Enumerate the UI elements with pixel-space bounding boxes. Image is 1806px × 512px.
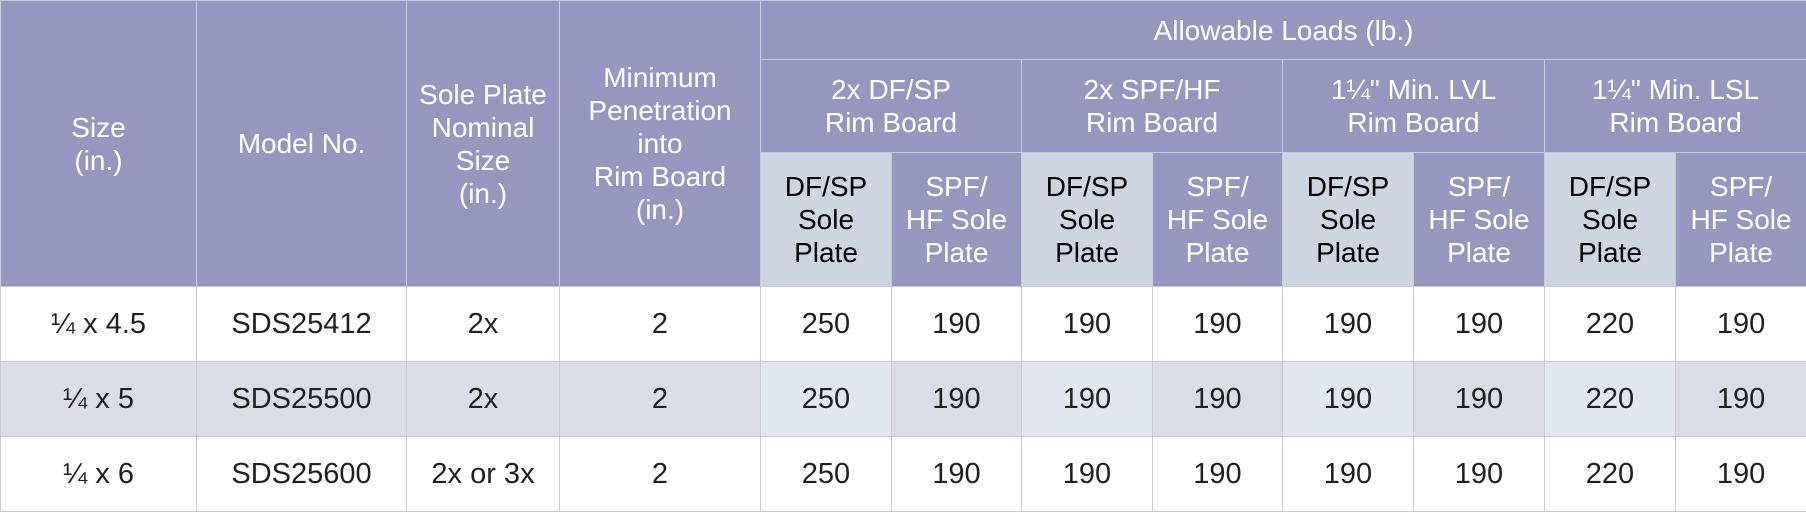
cell-load: 190 [1152, 436, 1283, 512]
header-size: Size (in.) [0, 0, 197, 287]
cell-load: 190 [1021, 361, 1153, 437]
header-sub-df-sp-sole: DF/SP Sole Plate [1544, 152, 1676, 287]
cell-load: 190 [891, 361, 1022, 437]
cell-penetration: 2 [559, 361, 761, 437]
table-row: ¼ x 6 SDS25600 2x or 3x 2 250 190 190 19… [0, 436, 1806, 512]
cell-sole-plate-size: 2x or 3x [406, 436, 560, 512]
cell-load: 190 [1413, 361, 1545, 437]
header-group-lsl-rim: 1¼" Min. LSL Rim Board [1543, 59, 1806, 153]
cell-size: ¼ x 4.5 [0, 286, 197, 362]
cell-load: 250 [760, 436, 892, 512]
cell-penetration: 2 [559, 286, 761, 362]
cell-load: 190 [1282, 361, 1414, 437]
cell-load: 190 [891, 436, 1022, 512]
cell-model-no: SDS25500 [196, 361, 407, 437]
header-allowable-loads: Allowable Loads (lb.) [759, 0, 1806, 60]
cell-load: 190 [1282, 286, 1414, 362]
cell-load: 220 [1544, 436, 1676, 512]
cell-load: 190 [1152, 286, 1283, 362]
cell-load: 220 [1544, 361, 1676, 437]
cell-model-no: SDS25600 [196, 436, 407, 512]
cell-load: 190 [1021, 436, 1153, 512]
header-model-no: Model No. [196, 0, 407, 287]
cell-load: 190 [1674, 286, 1806, 362]
cell-load: 190 [1282, 436, 1414, 512]
cell-load: 190 [1674, 361, 1806, 437]
cell-load: 190 [891, 286, 1022, 362]
header-sole-plate-size: Sole Plate Nominal Size (in.) [406, 0, 560, 287]
header-sub-df-sp-sole: DF/SP Sole Plate [1021, 152, 1153, 287]
cell-load: 190 [1674, 436, 1806, 512]
header-sub-spf-hf-sole: SPF/ HF Sole Plate [1152, 152, 1283, 287]
table-row: ¼ x 4.5 SDS25412 2x 2 250 190 190 190 19… [0, 286, 1806, 362]
header-sub-spf-hf-sole: SPF/ HF Sole Plate [1674, 152, 1806, 287]
header-group-spf-hf-rim: 2x SPF/HF Rim Board [1021, 59, 1283, 153]
cell-load: 190 [1413, 436, 1545, 512]
cell-load: 250 [760, 286, 892, 362]
table-row: ¼ x 5 SDS25500 2x 2 250 190 190 190 190 … [0, 361, 1806, 437]
header-group-df-sp-rim: 2x DF/SP Rim Board [760, 59, 1022, 153]
header-sub-df-sp-sole: DF/SP Sole Plate [760, 152, 892, 287]
header-sub-spf-hf-sole: SPF/ HF Sole Plate [1413, 152, 1545, 287]
header-minimum-penetration: Minimum Penetration into Rim Board (in.) [559, 0, 761, 287]
cell-size: ¼ x 5 [0, 361, 197, 437]
cell-sole-plate-size: 2x [406, 286, 560, 362]
cell-penetration: 2 [559, 436, 761, 512]
cell-load: 190 [1413, 286, 1545, 362]
cell-model-no: SDS25412 [196, 286, 407, 362]
cell-load: 220 [1544, 286, 1676, 362]
header-sub-spf-hf-sole: SPF/ HF Sole Plate [891, 152, 1022, 287]
cell-load: 190 [1152, 361, 1283, 437]
cell-load: 190 [1021, 286, 1153, 362]
cell-sole-plate-size: 2x [406, 361, 560, 437]
header-sub-df-sp-sole: DF/SP Sole Plate [1282, 152, 1414, 287]
cell-size: ¼ x 6 [0, 436, 197, 512]
cell-load: 250 [760, 361, 892, 437]
header-group-lvl-rim: 1¼" Min. LVL Rim Board [1282, 59, 1545, 153]
